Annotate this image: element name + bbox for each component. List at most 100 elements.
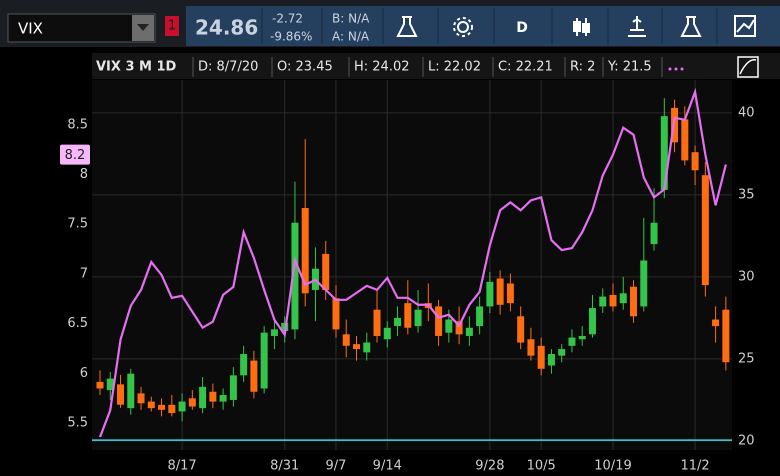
x-tick-label: 8/17: [167, 459, 196, 474]
symbol-input[interactable]: [7, 13, 156, 43]
candle-body: [260, 332, 268, 389]
style-icon[interactable]: [737, 56, 759, 78]
candle-body: [506, 283, 514, 304]
x-tick-label: 10/19: [594, 459, 631, 474]
y2-tick-label: 35: [738, 187, 755, 202]
candle-body: [188, 398, 196, 407]
x-tick-label: 10/5: [527, 459, 556, 474]
aggregation-button[interactable]: D: [516, 20, 528, 36]
percent-change: -9.86%: [270, 30, 312, 44]
candle-body: [117, 384, 125, 405]
x-tick-label: 11/2: [680, 459, 709, 474]
price-bubble-bg: [60, 144, 90, 165]
candle-body: [660, 116, 668, 190]
last-price: 24.86: [195, 16, 258, 40]
x-tick-label: 9/28: [475, 459, 504, 474]
candle-body: [568, 337, 576, 346]
candle-body: [373, 309, 381, 336]
candle-body: [168, 404, 176, 414]
candle-body: [588, 308, 596, 335]
y2-tick-label: 30: [738, 269, 755, 284]
more-dots[interactable]: [668, 67, 684, 71]
candle-body: [209, 391, 217, 402]
chart-header-bg: [92, 53, 780, 79]
candle-body: [527, 339, 535, 356]
candle-body: [619, 293, 627, 304]
symbol: VIX: [18, 20, 43, 38]
candle-body: [106, 378, 114, 391]
candle-body: [158, 404, 166, 410]
bid: B: N/A: [332, 12, 370, 26]
candle-body: [178, 401, 186, 412]
dropdown-arrow: [137, 24, 149, 31]
candle-body: [609, 294, 617, 307]
toolbar-icons[interactable]: [396, 15, 756, 37]
separators: [382, 8, 718, 44]
chart: 5.5 6 6.5 7 7.5 8 8.5 20 25 30 35 40 8/17 8/31 9/7 9/14…: [60, 80, 755, 474]
y-tick-label: 5.5: [67, 416, 88, 431]
y-tick-label: 6.5: [67, 316, 88, 331]
candle-body: [455, 321, 463, 335]
y2-tick-label: 20: [738, 433, 755, 448]
header-separators: [192, 57, 663, 77]
candle-body: [219, 395, 227, 402]
alert-badge-bg[interactable]: [165, 16, 179, 36]
header-field: O: 23.45: [277, 60, 333, 75]
candle-body: [547, 354, 555, 366]
candle-body: [137, 393, 145, 404]
candle-body: [558, 349, 566, 356]
header-field: D: 8/7/20: [198, 60, 258, 75]
candle-body: [270, 329, 278, 336]
candle-body: [404, 303, 412, 328]
chart-title: VIX 3 M 1D: [96, 60, 177, 75]
candle-body: [496, 278, 504, 305]
candle-body: [445, 319, 453, 333]
candle-body: [353, 344, 360, 350]
candle-body: [630, 286, 638, 317]
candle-body: [578, 335, 586, 340]
candle-body: [640, 260, 648, 307]
candle-body: [465, 327, 473, 336]
candle-body: [701, 175, 709, 286]
header-field: L: 22.02: [428, 60, 481, 75]
candle-body: [486, 281, 494, 307]
y-tick-label: 8: [80, 167, 88, 182]
candle-body: [691, 152, 699, 171]
candle-body: [229, 375, 237, 400]
y-tick-label: 8.5: [67, 117, 88, 132]
candle-body: [599, 296, 607, 307]
alert-badge: 1: [168, 19, 176, 34]
candle-body: [517, 316, 525, 343]
y-tick-label: 7.5: [67, 217, 88, 232]
quote-bar: [186, 6, 780, 46]
header-field: R: 2: [570, 60, 595, 75]
plot-area: [92, 80, 732, 450]
x-tick-label: 9/14: [373, 459, 402, 474]
candle-body: [537, 345, 545, 369]
candle-body: [681, 119, 689, 161]
price-bubble: 8.2: [65, 148, 86, 163]
candle-body: [414, 309, 422, 327]
candle-body: [301, 207, 309, 294]
ask: A: N/A: [332, 30, 370, 44]
x-tick-label: 9/7: [326, 459, 347, 474]
y2-tick-label: 40: [738, 105, 755, 120]
candle-body: [96, 381, 104, 389]
candle-body: [147, 401, 155, 409]
candle-body: [476, 306, 484, 327]
y-tick-label: 7: [80, 266, 88, 281]
candle-body: [394, 317, 402, 327]
candle-body: [240, 354, 248, 376]
candle-body: [363, 342, 371, 353]
header-field: C: 22.21: [498, 60, 553, 75]
candle-body: [435, 306, 443, 336]
candle-body: [250, 360, 258, 392]
candle-body: [342, 334, 350, 346]
net-change: -2.72: [272, 12, 303, 26]
candle-body: [712, 319, 720, 327]
candle-body: [722, 309, 730, 363]
y2-tick-label: 25: [738, 351, 755, 366]
candle-body: [322, 253, 330, 291]
